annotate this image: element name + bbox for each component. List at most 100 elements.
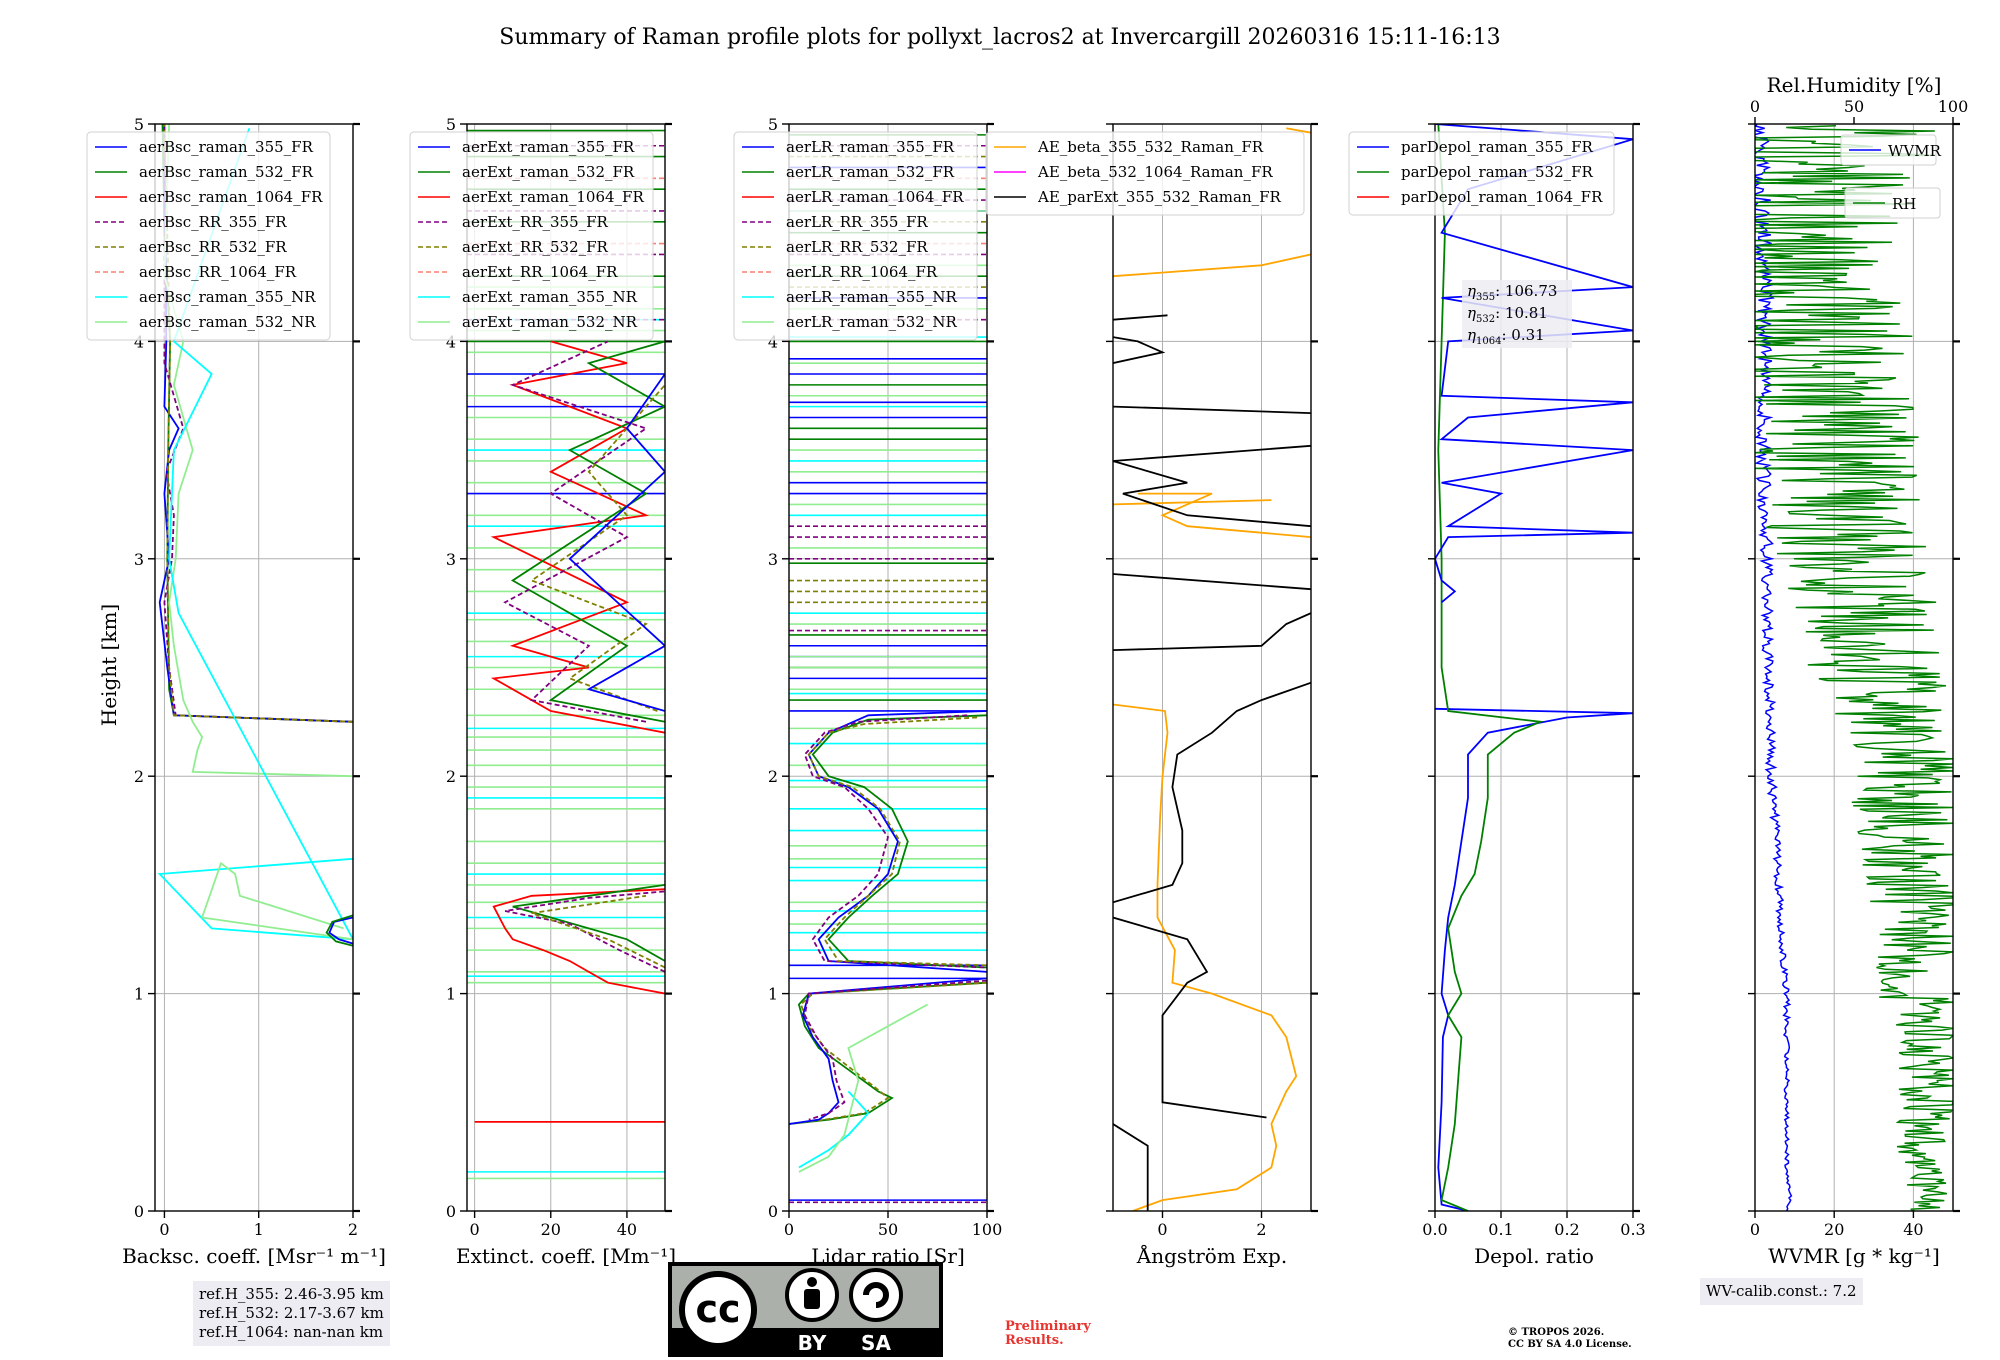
series-line bbox=[510, 340, 665, 723]
legend-label: aerExt_RR_1064_FR bbox=[462, 263, 618, 281]
legend-label: parDepol_raman_355_FR bbox=[1401, 138, 1594, 156]
series-line bbox=[512, 884, 665, 962]
x-tick-label: 0 bbox=[1157, 1220, 1167, 1239]
series-line bbox=[1137, 492, 1311, 538]
legend-label: WVMR bbox=[1888, 142, 1942, 160]
series-line bbox=[328, 916, 353, 945]
copyright-note: © TROPOS 2026. CC BY SA 4.0 License. bbox=[1508, 1327, 1632, 1351]
legend-label: parDepol_raman_1064_FR bbox=[1401, 188, 1603, 206]
eta-value: : 10.81 bbox=[1495, 304, 1548, 322]
y-tick-label: 2 bbox=[768, 767, 778, 786]
legend-label: aerExt_raman_355_FR bbox=[462, 138, 635, 156]
x-axis-label: Extinct. coeff. [Mm⁻¹] bbox=[456, 1244, 676, 1268]
copyright-line-1: © TROPOS 2026. bbox=[1508, 1327, 1605, 1338]
y-tick-label: 5 bbox=[768, 115, 778, 134]
legend-box bbox=[733, 131, 978, 341]
ref-height-1064: ref.H_1064: nan-nan km bbox=[199, 1323, 384, 1341]
legend-box bbox=[1844, 187, 1941, 219]
cc-license-badge: cc BY SA bbox=[668, 1262, 943, 1357]
eta-symbol: η bbox=[1467, 304, 1476, 322]
eta-symbol: η bbox=[1467, 282, 1476, 300]
series-line bbox=[1113, 573, 1311, 591]
y-tick-label: 4 bbox=[768, 332, 778, 351]
legend-box bbox=[409, 131, 654, 341]
figure-title: Summary of Raman profile plots for polly… bbox=[499, 25, 1500, 50]
y-tick-label: 2 bbox=[446, 767, 456, 786]
y-tick-label: 5 bbox=[446, 115, 456, 134]
x-tick-label: 1 bbox=[254, 1220, 264, 1239]
preliminary-note: Preliminary Results. bbox=[1005, 1320, 1091, 1348]
series-line bbox=[1113, 916, 1267, 1119]
series-line bbox=[1113, 253, 1311, 278]
x-tick-label: 20 bbox=[541, 1220, 561, 1239]
axes-frame bbox=[466, 123, 666, 1212]
y-tick-label: 0 bbox=[134, 1202, 144, 1221]
top-x-axis-label: Rel.Humidity [%] bbox=[1767, 73, 1942, 97]
x-tick-label: 0.0 bbox=[1422, 1220, 1447, 1239]
y-tick-label: 1 bbox=[446, 985, 456, 1004]
legend-label: aerBsc_raman_355_NR bbox=[139, 288, 316, 306]
eta-symbol: η bbox=[1467, 326, 1476, 344]
series-line bbox=[803, 714, 987, 969]
cc-icon-text: cc bbox=[695, 1287, 740, 1331]
legend-label: aerLR_raman_1064_FR bbox=[786, 188, 964, 206]
x-tick-label: 0 bbox=[159, 1220, 169, 1239]
legend-label: parDepol_raman_532_FR bbox=[1401, 163, 1594, 181]
x-tick-label: 50 bbox=[878, 1220, 898, 1239]
series-line bbox=[163, 124, 353, 723]
y-tick-label: 3 bbox=[134, 550, 144, 569]
legend-label: aerBsc_raman_355_FR bbox=[139, 138, 314, 156]
legend-label: aerExt_raman_355_NR bbox=[462, 288, 638, 306]
legend-label: aerExt_raman_532_FR bbox=[462, 163, 635, 181]
series-line bbox=[504, 890, 665, 973]
legend-label: aerExt_raman_1064_FR bbox=[462, 188, 644, 206]
series-group bbox=[1435, 124, 1633, 1211]
y-tick-label: 1 bbox=[134, 985, 144, 1004]
x-tick-label: 40 bbox=[1903, 1220, 1923, 1239]
legend-label: aerExt_raman_532_NR bbox=[462, 313, 638, 331]
series-line bbox=[798, 1090, 870, 1169]
sa-icon bbox=[849, 1268, 903, 1322]
x-tick-label: 2 bbox=[1256, 1220, 1266, 1239]
eta-value: : 0.31 bbox=[1501, 326, 1544, 344]
eta-annotation: η355: 106.73 bbox=[1467, 282, 1557, 303]
sa-label: SA bbox=[861, 1331, 891, 1355]
series-line bbox=[503, 340, 649, 723]
legend-label: aerBsc_raman_1064_FR bbox=[139, 188, 323, 206]
series-line bbox=[803, 979, 987, 1121]
legend-box bbox=[1348, 131, 1615, 216]
x-tick-label: 0 bbox=[1750, 1220, 1760, 1239]
legend-label: aerBsc_RR_355_FR bbox=[139, 213, 287, 231]
series-line bbox=[789, 977, 987, 1125]
x-axis-label: Depol. ratio bbox=[1474, 1244, 1594, 1268]
wv-calib-text: WV-calib.const.: 7.2 bbox=[1706, 1282, 1857, 1300]
legend-label: aerLR_raman_532_FR bbox=[786, 163, 955, 181]
preliminary-line-1: Preliminary bbox=[1005, 1319, 1091, 1334]
legend-label: RH bbox=[1892, 195, 1916, 213]
y-tick-label: 0 bbox=[768, 1202, 778, 1221]
series-group bbox=[1755, 124, 1953, 1211]
legend-label: aerLR_RR_1064_FR bbox=[786, 263, 938, 281]
rh-line bbox=[1755, 124, 1953, 1211]
legend-box bbox=[86, 131, 331, 341]
y-tick-label: 2 bbox=[134, 767, 144, 786]
series-line bbox=[1435, 124, 1633, 603]
ref-height-355: ref.H_355: 2.46-3.95 km bbox=[199, 1285, 384, 1303]
series-line bbox=[1437, 124, 1545, 1211]
series-line bbox=[157, 127, 353, 941]
axes-frame bbox=[1434, 123, 1634, 1212]
wvmr-line bbox=[1755, 124, 1793, 1211]
series-line bbox=[529, 384, 665, 712]
ref-height-532: ref.H_532: 2.17-3.67 km bbox=[199, 1304, 384, 1322]
series-line bbox=[1113, 612, 1311, 651]
legend-label: aerLR_raman_355_FR bbox=[786, 138, 955, 156]
annotation-box bbox=[1462, 280, 1572, 348]
series-line bbox=[1113, 314, 1168, 321]
eta-annotation: η1064: 0.31 bbox=[1467, 326, 1545, 347]
copyright-line-2: CC BY SA 4.0 License. bbox=[1508, 1339, 1632, 1350]
y-tick-label: 0 bbox=[446, 1202, 456, 1221]
top-x-tick-label: 100 bbox=[1938, 97, 1969, 116]
panel-ae: 0 2 Ångström Exp. AE_beta_355_532_Raman_FR A… bbox=[985, 122, 1318, 1268]
series-line bbox=[811, 714, 987, 969]
